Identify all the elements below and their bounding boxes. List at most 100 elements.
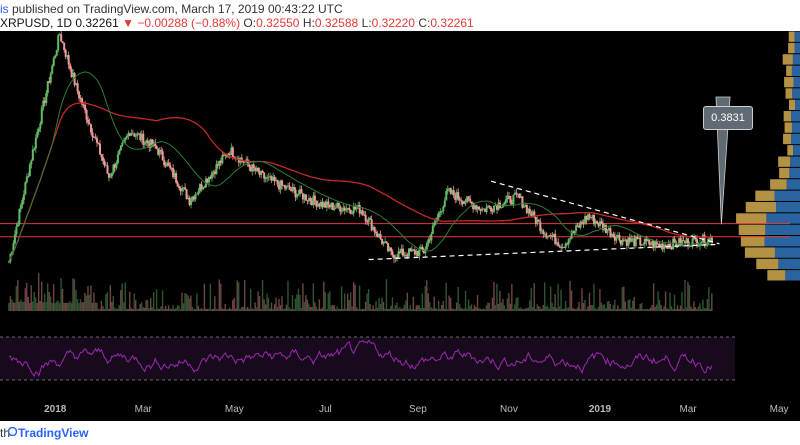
- volume-profile-up-bar: [745, 201, 777, 213]
- volume-bar: [87, 285, 89, 311]
- volume-bar: [90, 285, 92, 311]
- volume-bar: [590, 305, 592, 311]
- volume-bar: [209, 283, 212, 311]
- candle-body: [242, 160, 245, 163]
- candle-body: [87, 119, 90, 123]
- volume-bar: [11, 299, 13, 311]
- candle-body: [561, 247, 564, 248]
- volume-bar: [339, 308, 341, 311]
- footer-brand[interactable]: TradingView: [18, 426, 89, 440]
- chart-area[interactable]: 2018 Mar May Jul Sep Nov 2019 Mar May 0.3831: [0, 31, 800, 421]
- volume-profile-up-bar: [736, 213, 767, 224]
- candle-body: [222, 155, 225, 156]
- volume-bar: [408, 308, 410, 311]
- candle-body: [554, 233, 557, 245]
- candle-body: [46, 81, 49, 94]
- candle-body: [627, 237, 630, 246]
- volume-bar: [675, 308, 677, 311]
- volume-bar: [203, 283, 206, 311]
- candle-body: [306, 200, 309, 202]
- volume-bar: [145, 300, 147, 311]
- volume-bar: [469, 306, 471, 311]
- volume-bar: [102, 306, 104, 311]
- volume-bar: [120, 290, 122, 311]
- candle-body: [52, 57, 55, 66]
- candle-body: [475, 205, 478, 210]
- volume-bar: [657, 291, 659, 311]
- candle-body: [170, 167, 173, 169]
- price-chart-svg[interactable]: 2018 Mar May Jul Sep Nov 2019 Mar May: [0, 31, 800, 421]
- volume-bar: [514, 304, 516, 311]
- candle-body: [228, 153, 231, 155]
- candle-body: [693, 237, 696, 239]
- last-price: 0.32261: [75, 16, 119, 30]
- candle-body: [439, 211, 442, 213]
- volume-bar: [224, 304, 226, 311]
- price-label-box[interactable]: 0.3831: [703, 106, 753, 130]
- volume-bar: [612, 304, 615, 311]
- candle-body: [506, 195, 509, 200]
- volume-bar: [320, 308, 322, 311]
- volume-bar: [296, 294, 298, 311]
- candle-body: [69, 64, 72, 70]
- candle-body: [399, 251, 401, 253]
- volume-bar: [670, 306, 673, 311]
- volume-bar: [402, 308, 404, 311]
- volume-bar: [218, 279, 221, 311]
- volume-bar: [48, 291, 50, 311]
- volume-profile-down-bar: [790, 133, 800, 145]
- candle-body: [687, 238, 690, 247]
- volume-bar: [436, 308, 438, 311]
- volume-bar: [415, 305, 418, 311]
- author-name[interactable]: is: [0, 2, 9, 16]
- candle-body: [24, 182, 27, 195]
- volume-bar: [63, 302, 65, 311]
- volume-bar: [161, 290, 164, 311]
- candle-body: [642, 244, 645, 245]
- candle-body: [539, 221, 542, 232]
- candle-body: [551, 235, 554, 237]
- candle-body: [158, 149, 161, 155]
- volume-bar: [126, 308, 128, 311]
- candle-body: [281, 180, 284, 186]
- volume-bar: [451, 308, 453, 311]
- volume-bar: [139, 303, 141, 311]
- candle-body: [710, 237, 713, 243]
- volume-bar: [299, 294, 301, 311]
- x-tick-label: Sep: [409, 404, 427, 415]
- candle-body: [127, 133, 130, 136]
- candle-body: [615, 236, 618, 241]
- candle-body: [479, 209, 482, 211]
- volume-bar: [412, 296, 415, 311]
- volume-bar: [151, 307, 153, 311]
- candle-body: [322, 202, 325, 208]
- volume-bar: [312, 283, 315, 311]
- volume-bar: [705, 308, 707, 311]
- candle-body: [396, 257, 399, 259]
- candle-body: [55, 50, 58, 56]
- volume-bar: [448, 295, 450, 311]
- candle-body: [154, 142, 157, 147]
- volume-profile-up-bar: [788, 42, 795, 54]
- x-tick-label: Mar: [679, 404, 697, 415]
- candle-body: [121, 142, 124, 146]
- candle-body: [172, 168, 175, 178]
- candle-body: [681, 240, 684, 246]
- volume-bar: [52, 284, 55, 311]
- candle-body: [460, 200, 463, 202]
- candle-body: [354, 206, 357, 210]
- candle-body: [188, 197, 191, 206]
- candle-body: [328, 204, 331, 208]
- volume-bar: [97, 308, 100, 311]
- candle-body: [200, 184, 203, 190]
- volume-bar: [30, 285, 32, 311]
- candle-body: [290, 189, 293, 191]
- volume-bar: [515, 297, 518, 311]
- candle-body: [81, 98, 84, 105]
- candle-body: [173, 173, 176, 178]
- time-axis: 2018 Mar May Jul Sep Nov 2019 Mar May: [44, 404, 788, 415]
- candle-body: [331, 202, 334, 210]
- candle-body: [572, 231, 575, 234]
- candle-body: [427, 239, 430, 244]
- volume-bar: [117, 308, 119, 311]
